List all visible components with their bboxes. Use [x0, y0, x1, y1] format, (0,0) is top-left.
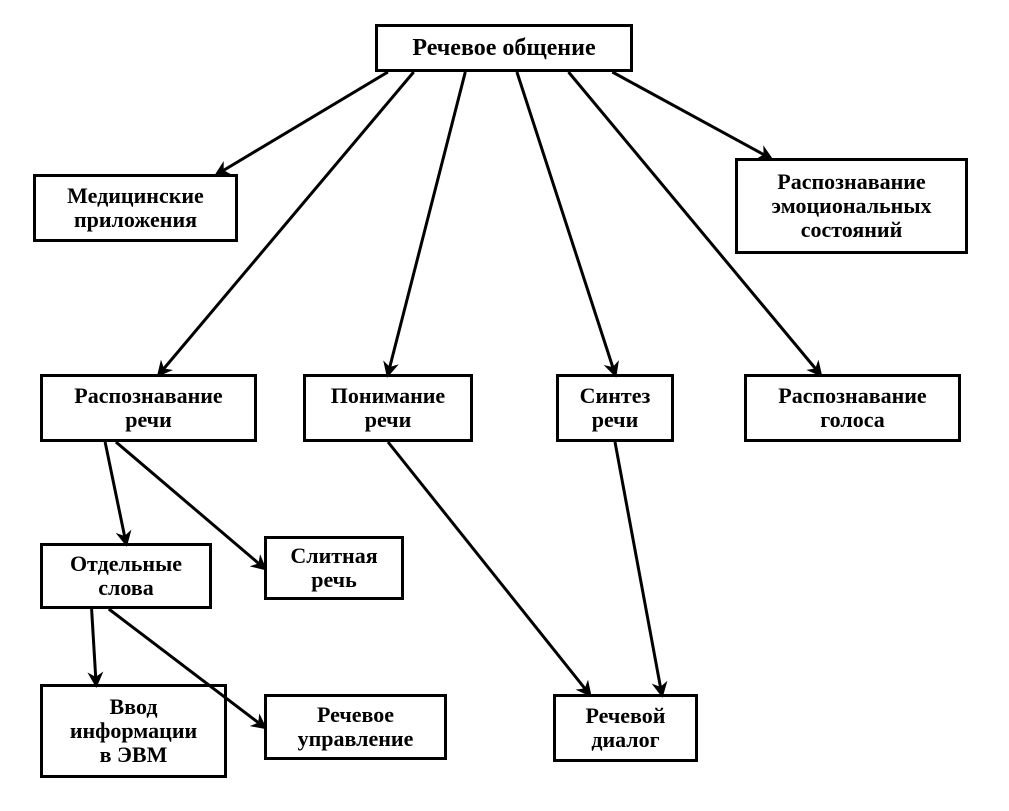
node-synth: Синтез речи — [556, 374, 674, 442]
node-cont-label: Слитная речь — [290, 544, 377, 592]
edge-underst-to-dialog — [388, 442, 589, 694]
node-emot-label: Распознавание эмоциональных состояний — [771, 170, 931, 243]
node-synth-label: Синтез речи — [580, 384, 651, 432]
node-underst: Понимание речи — [303, 374, 473, 442]
edge-root-to-emot — [612, 72, 770, 158]
node-words-label: Отдельные слова — [70, 552, 182, 600]
node-words: Отдельные слова — [40, 543, 212, 609]
node-root: Речевое общение — [375, 24, 633, 72]
node-voice: Распознавание голоса — [744, 374, 961, 442]
edge-root-to-synth — [517, 72, 615, 374]
node-med-label: Медицинские приложения — [67, 184, 204, 232]
node-voice-label: Распознавание голоса — [778, 384, 926, 432]
node-root-label: Речевое общение — [412, 35, 595, 61]
node-dialog-label: Речевой диалог — [586, 704, 666, 752]
node-med: Медицинские приложения — [33, 174, 238, 242]
edge-synth-to-dialog — [615, 442, 662, 694]
node-cont: Слитная речь — [264, 536, 404, 600]
node-ctrl-label: Речевое управление — [298, 703, 414, 751]
node-input-label: Ввод информации в ЭВМ — [70, 695, 197, 768]
edge-root-to-underst — [388, 72, 465, 374]
edge-words-to-input — [92, 609, 97, 684]
edge-root-to-med — [218, 72, 388, 174]
edge-recog-to-words — [105, 442, 126, 543]
node-input: Ввод информации в ЭВМ — [40, 684, 227, 778]
node-underst-label: Понимание речи — [331, 384, 445, 432]
node-emot: Распознавание эмоциональных состояний — [735, 158, 968, 254]
diagram-canvas: Речевое общение Медицинские приложения Рас… — [0, 0, 1009, 811]
node-dialog: Речевой диалог — [553, 694, 698, 762]
node-ctrl: Речевое управление — [264, 694, 447, 760]
node-recog-label: Распознавание речи — [74, 384, 222, 432]
node-recog: Распознавание речи — [40, 374, 257, 442]
